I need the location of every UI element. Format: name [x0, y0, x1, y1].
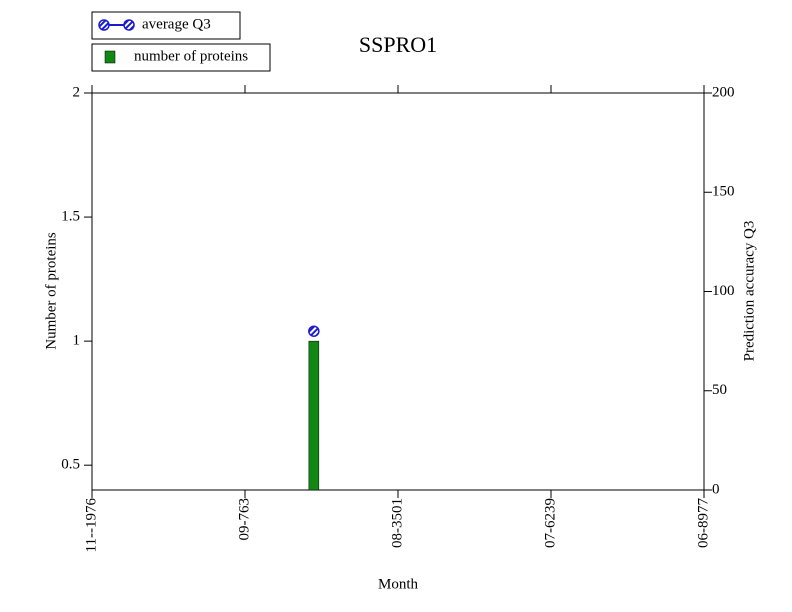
y-tick-label: 2: [73, 84, 81, 100]
legend-swatch: [104, 50, 116, 64]
legend-label: average Q3: [142, 16, 211, 32]
plot-frame: [91, 92, 705, 491]
x-tick-label: 11--1976: [83, 498, 99, 553]
y2-tick-label: 200: [712, 84, 735, 100]
x-tick-label: 06-8977: [695, 498, 711, 548]
x-tick-label: 08-3501: [389, 498, 405, 548]
y2-tick-label: 50: [712, 382, 727, 398]
legend-label: number of proteins: [134, 48, 248, 64]
y-tick-label: 1.5: [61, 209, 80, 225]
y2-axis-label: Prediction accuracy Q3: [741, 221, 757, 362]
y-tick-label: 0.5: [61, 457, 80, 473]
y-tick-label: 1: [73, 333, 81, 349]
x-tick-label: 09-763: [236, 498, 252, 541]
legend-marker: [123, 19, 135, 31]
x-axis-label: Month: [378, 576, 419, 592]
y-axis-label: Number of proteins: [43, 232, 59, 350]
x-tick-label: 07-6239: [542, 498, 558, 548]
legend-box: [91, 11, 241, 40]
y2-tick-label: 100: [712, 283, 735, 299]
point: [308, 325, 320, 337]
bar: [308, 340, 320, 491]
legend-box: [91, 43, 271, 72]
y2-tick-label: 150: [712, 184, 735, 200]
legend-marker: [98, 19, 110, 31]
y2-tick-label: 0: [712, 481, 720, 497]
chart-title: SSPRO1: [359, 32, 437, 57]
